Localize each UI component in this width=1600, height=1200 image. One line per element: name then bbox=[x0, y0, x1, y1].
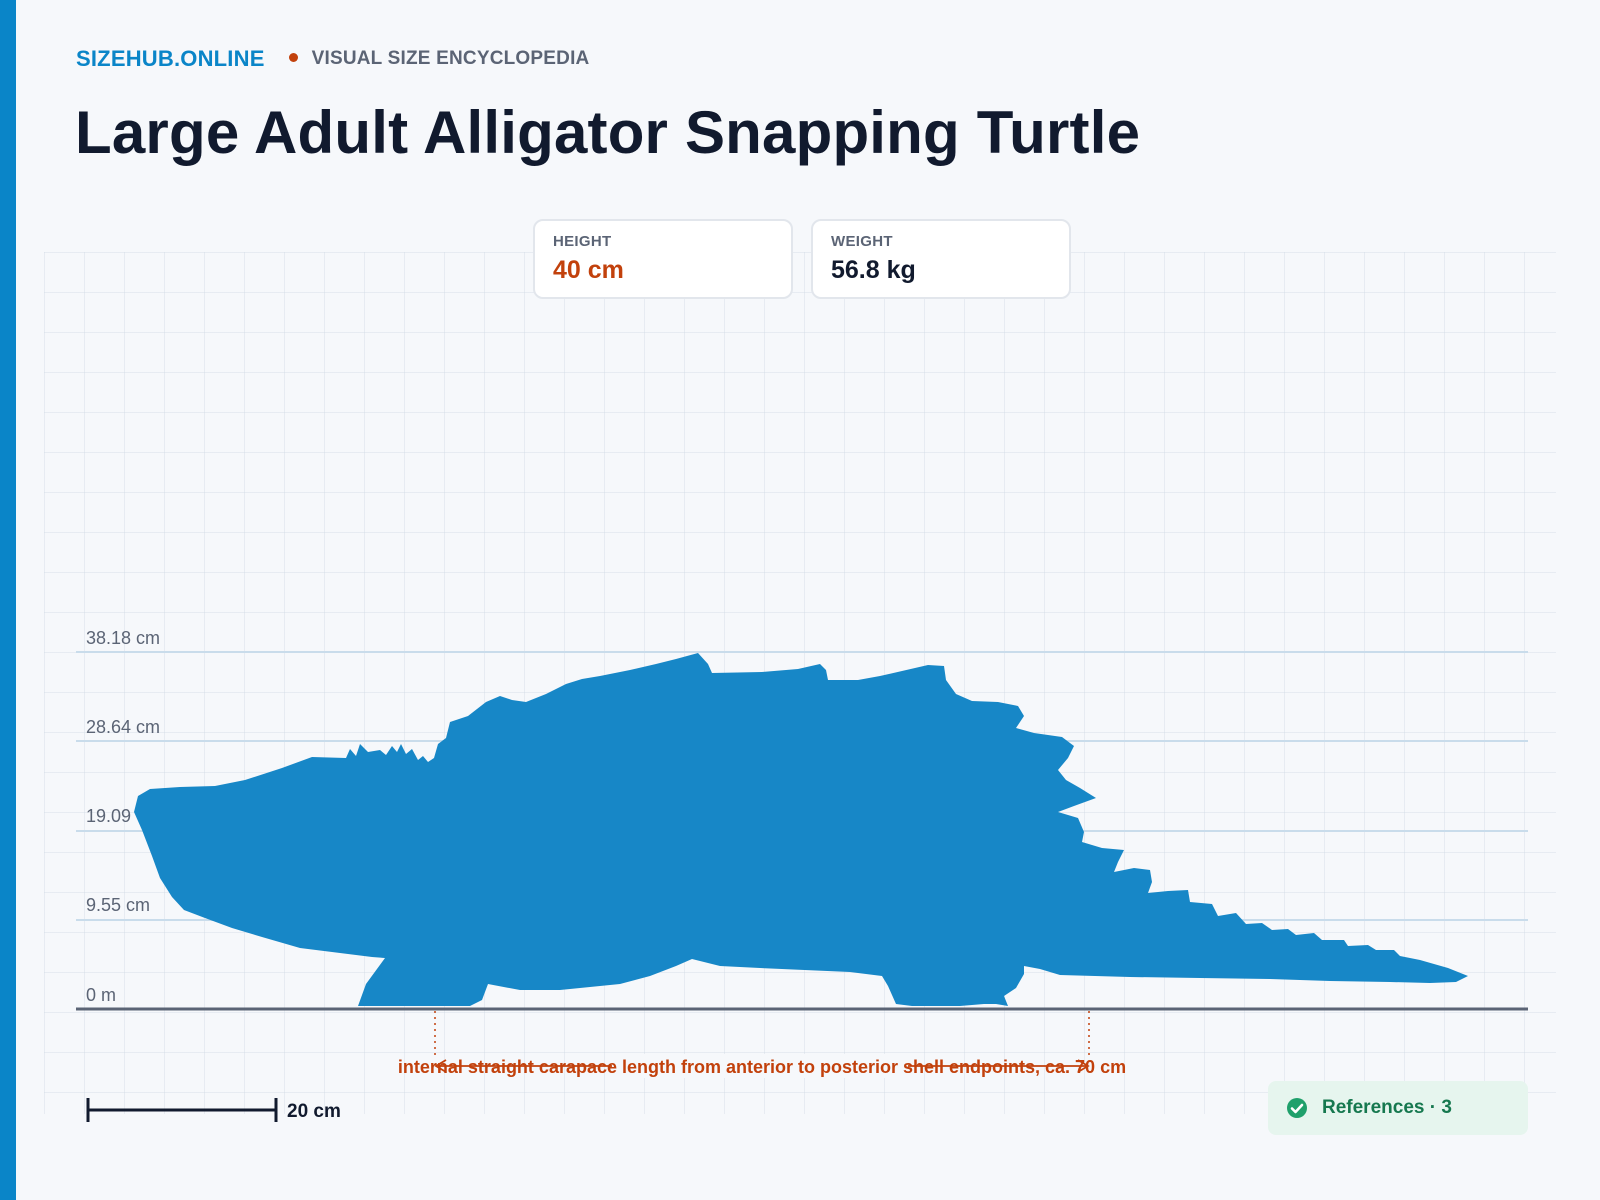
scale-bar-label: 20 cm bbox=[287, 1101, 341, 1122]
brand-link[interactable]: SIZEHUB.ONLINE bbox=[76, 46, 265, 71]
measure-arrow-right bbox=[1077, 1059, 1090, 1073]
height-label: HEIGHT bbox=[553, 233, 612, 250]
references-label: References · 3 bbox=[1322, 1097, 1452, 1118]
height-value: 40 cm bbox=[553, 256, 624, 284]
tick-label-19: 19.09 bbox=[86, 806, 131, 826]
turtle-silhouette bbox=[134, 653, 1468, 1006]
brand-tagline: VISUAL SIZE ENCYCLOPEDIA bbox=[311, 48, 590, 69]
measurement-indicator: internal straight carapace length from a… bbox=[398, 1011, 1126, 1078]
measurement-label: internal straight carapace length from a… bbox=[398, 1057, 1126, 1077]
measure-label-bg bbox=[612, 1054, 908, 1078]
references-button[interactable]: References · 3 bbox=[1268, 1081, 1528, 1135]
dot-icon bbox=[288, 52, 298, 62]
weight-label: WEIGHT bbox=[831, 233, 893, 250]
tick-label-9: 9.55 cm bbox=[86, 895, 150, 915]
height-tick-labels: 38.18 cm 28.64 cm 19.09 9.55 cm 0 m bbox=[86, 628, 160, 1005]
height-card: HEIGHT 40 cm bbox=[533, 219, 793, 299]
tick-label-0: 0 m bbox=[86, 985, 116, 1005]
accent-bar bbox=[0, 0, 16, 1200]
measure-arrow-left bbox=[434, 1059, 447, 1073]
tick-label-38: 38.18 cm bbox=[86, 628, 160, 648]
scale-bar: 20 cm bbox=[86, 1098, 341, 1122]
weight-card: WEIGHT 56.8 kg bbox=[811, 219, 1071, 299]
tick-label-28: 28.64 cm bbox=[86, 717, 160, 737]
brand-row: SIZEHUB.ONLINE VISUAL SIZE ENCYCLOPEDIA bbox=[76, 46, 589, 72]
check-circle-icon bbox=[1287, 1098, 1307, 1118]
page-title: Large Adult Alligator Snapping Turtle bbox=[75, 99, 1141, 166]
weight-value: 56.8 kg bbox=[831, 256, 916, 284]
